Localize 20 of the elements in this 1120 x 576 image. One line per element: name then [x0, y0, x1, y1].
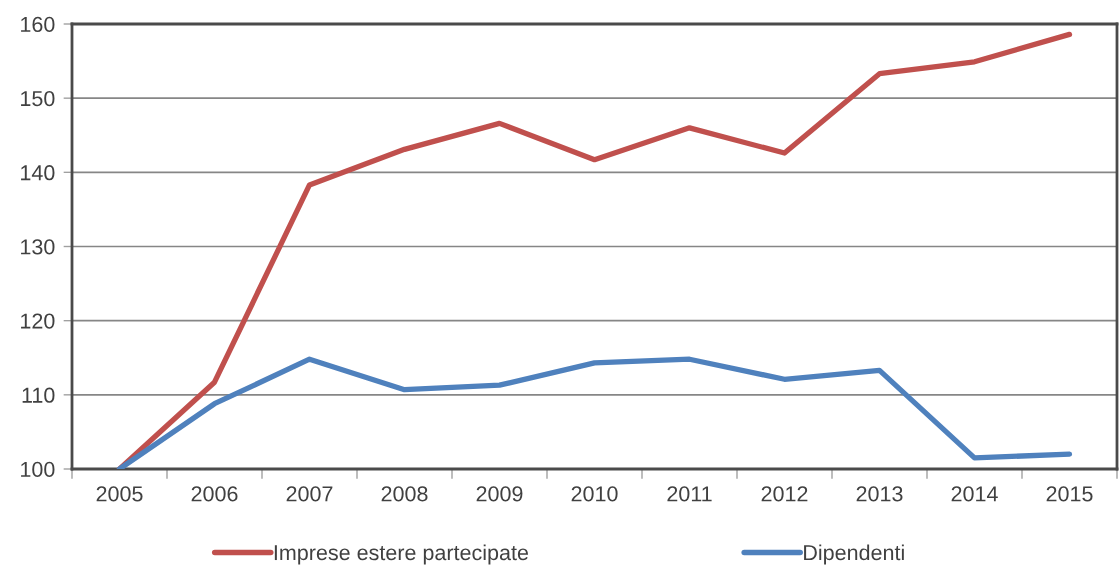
y-tick-label: 120 [21, 313, 55, 329]
x-tick-label: 2013 [856, 486, 903, 502]
y-tick-label: 140 [21, 165, 55, 181]
x-tick-label: 2011 [667, 486, 712, 502]
x-tick-label: 2008 [381, 486, 428, 502]
y-tick-label: 110 [22, 387, 55, 403]
y-tick-label: 100 [21, 461, 55, 478]
y-tick-label: 160 [21, 16, 55, 33]
y-tick-label: 150 [21, 90, 55, 107]
x-tick-label: 2005 [96, 486, 143, 502]
x-tick-label: 2014 [951, 486, 998, 502]
x-tick-label: 2009 [476, 486, 523, 502]
x-tick-label: 2015 [1046, 486, 1093, 502]
legend-label: Dipendenti [804, 544, 904, 565]
y-tick-label: 130 [21, 239, 55, 255]
x-tick-label: 2007 [286, 486, 333, 502]
legend-label: Imprese estere partecipate [274, 544, 528, 565]
x-tick-label: 2006 [191, 486, 238, 502]
x-tick-label: 2010 [571, 486, 618, 502]
x-tick-label: 2012 [761, 486, 808, 502]
